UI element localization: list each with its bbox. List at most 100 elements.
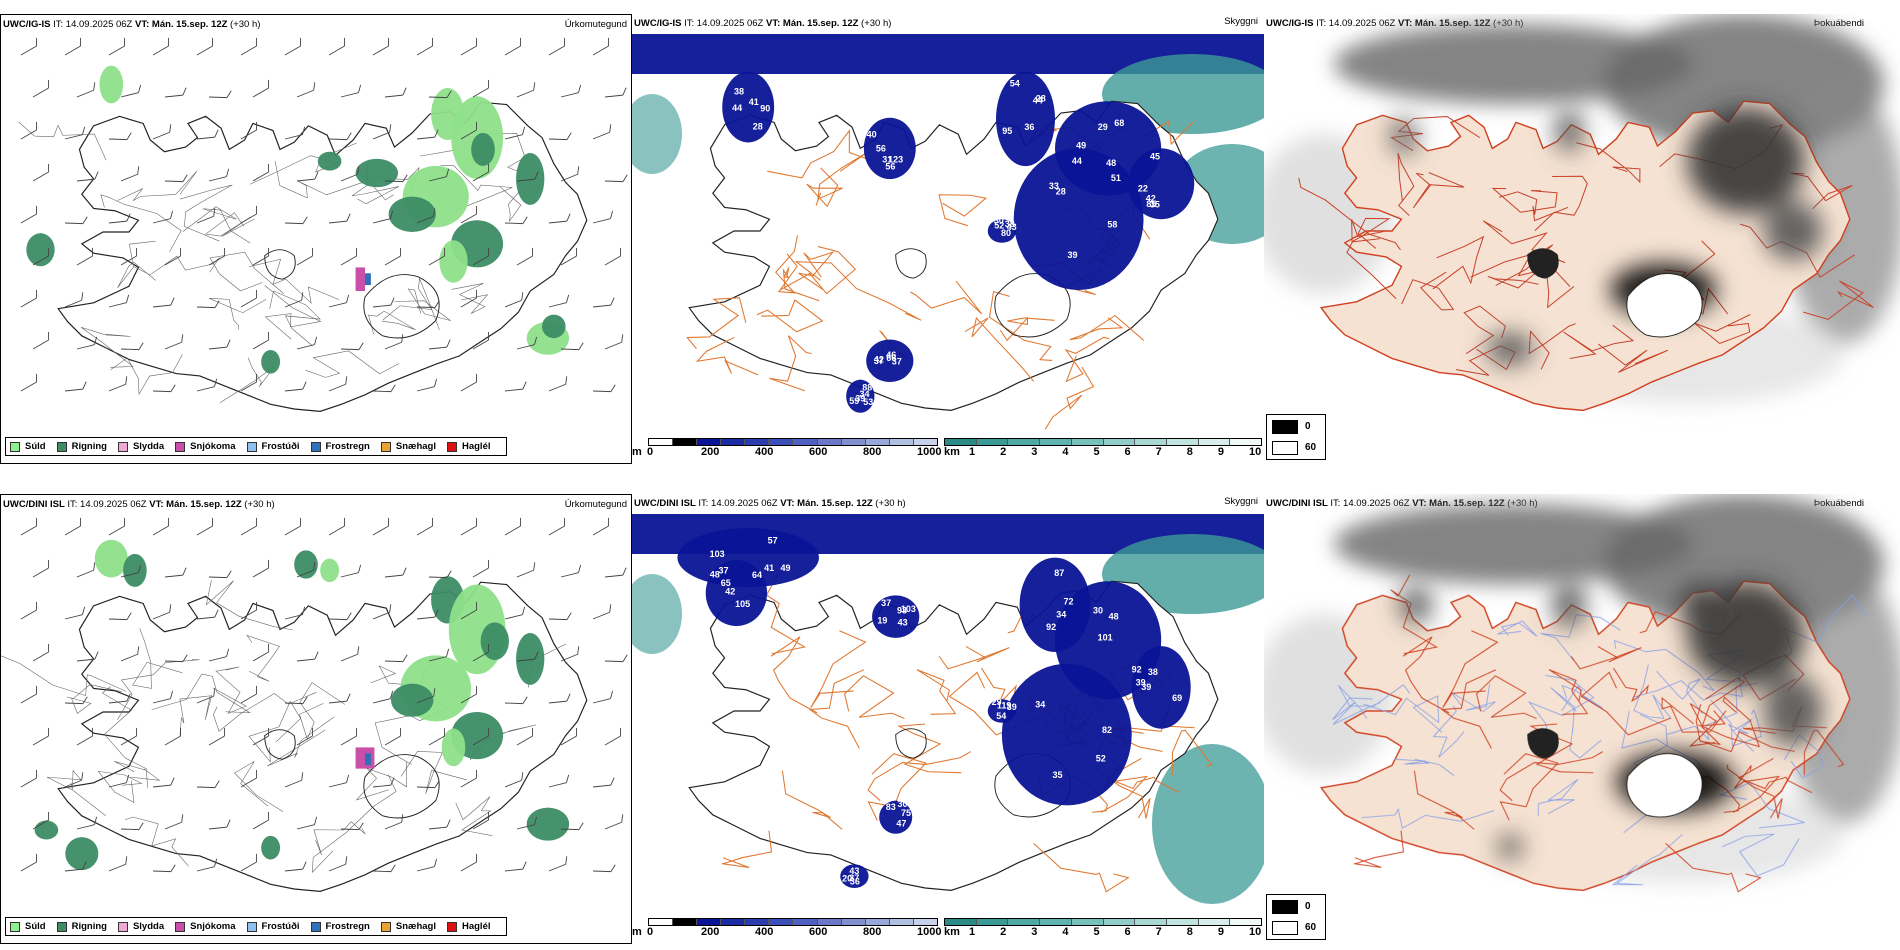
wind-barb (516, 336, 538, 350)
road-line (1803, 280, 1874, 320)
road-line (213, 692, 317, 732)
wind-barb (592, 210, 614, 224)
fog-label-high: 0 (1305, 421, 1311, 432)
legend-label: Snjókoma (190, 921, 236, 932)
barb-shaft (196, 306, 216, 309)
barb-shaft (164, 660, 184, 663)
ceiling-value-label: 37 (874, 356, 884, 366)
wind-barb (604, 727, 622, 746)
wind-barb (108, 693, 131, 704)
road-line (794, 261, 922, 321)
barb-shaft (328, 700, 347, 704)
barb-feather (358, 342, 364, 350)
barb-shaft (504, 868, 523, 872)
ceiling-value-label: 28 (1036, 94, 1046, 104)
precip-legend: Súld Rigning Slydda Snjókoma Frostúði Frostre… (5, 917, 507, 936)
precip-cell (261, 350, 281, 374)
ceiling-value-label: 49 (780, 563, 790, 573)
barb-shaft (120, 92, 139, 98)
iceland-outline-group (686, 71, 1219, 430)
barb-shaft (460, 609, 477, 620)
barb-feather (522, 606, 526, 615)
wind-barb (164, 87, 187, 98)
barb-feather (170, 690, 174, 699)
colorbar-step (769, 439, 794, 445)
barb-shaft (604, 574, 623, 578)
colorbar-step (865, 439, 890, 445)
wind-barb (296, 651, 319, 662)
ceiling-value-label: 87 (1054, 568, 1064, 578)
barb-shaft (428, 255, 445, 266)
barb-feather (138, 342, 144, 350)
wind-barb (240, 37, 258, 56)
legend-swatch (446, 441, 457, 452)
colorbar-step (793, 439, 818, 445)
fog-patch (1498, 834, 1522, 859)
wind-barb (240, 769, 258, 788)
ceiling-value-label: 52 (1096, 753, 1106, 763)
road-line (1069, 314, 1145, 341)
road-line (133, 255, 220, 276)
barb-feather (48, 247, 50, 257)
barb-shaft (516, 824, 535, 830)
road-line (1597, 343, 1668, 373)
wind-barb (240, 205, 258, 224)
road-line (1529, 723, 1594, 774)
barb-shaft (460, 381, 477, 392)
wind-barb (384, 334, 404, 350)
legend-label: Snæhagl (395, 921, 436, 932)
barb-feather (433, 208, 436, 217)
barb-feather (214, 609, 219, 618)
road-line (100, 194, 182, 252)
barb-shaft (108, 138, 128, 141)
barb-shaft (164, 735, 181, 746)
wind-barb (76, 727, 94, 746)
low-ceiling-area (1128, 148, 1195, 220)
barb-shaft (164, 255, 181, 266)
wind-barb (384, 87, 407, 98)
road-line (1613, 639, 1715, 692)
barb-shaft (152, 611, 170, 620)
road-line (964, 316, 1035, 382)
barb-shaft (416, 136, 435, 140)
ceiling-value-label: 45 (1150, 152, 1160, 162)
legend-item-5: Frostregn (310, 921, 370, 932)
ceiling-value-label: 28 (753, 122, 763, 132)
barb-feather (313, 562, 316, 571)
wind-barb (32, 811, 50, 830)
barb-feather (434, 300, 440, 308)
wind-barb (460, 769, 478, 788)
barb-shaft (208, 576, 228, 579)
barb-feather (622, 654, 628, 662)
legend-swatch (56, 441, 67, 452)
legend-item-2: Slydda (117, 441, 164, 452)
wind-barb (560, 564, 582, 578)
wind-barb (76, 336, 98, 350)
barb-shaft (604, 341, 622, 350)
barb-shaft (76, 89, 94, 98)
barb-feather (446, 168, 450, 177)
barb-shaft (252, 255, 269, 266)
barb-feather (94, 336, 98, 345)
wind-barb (416, 300, 440, 309)
barb-feather (82, 606, 86, 615)
wind-barb (560, 247, 578, 266)
barb-feather (476, 205, 478, 215)
barb-shaft (416, 525, 433, 536)
wind-barb (548, 693, 571, 704)
barb-shaft (32, 735, 49, 746)
wind-barb (548, 376, 568, 392)
road-line (1351, 217, 1391, 249)
barb-feather (610, 690, 614, 699)
wind-barb (560, 646, 580, 662)
precip-cell (320, 558, 340, 583)
road-line (1580, 671, 1671, 736)
wind-barb (240, 853, 258, 872)
barb-shaft (284, 868, 303, 872)
wind-barb (504, 606, 526, 620)
barb-feather (433, 688, 436, 697)
wind-barb (416, 858, 438, 872)
barb-shaft (516, 89, 534, 98)
road-line (66, 684, 122, 714)
fog-panel-top: UWC/IG-IS IT: 14.09.2025 06Z VT: Mán. 15… (1264, 14, 1900, 464)
